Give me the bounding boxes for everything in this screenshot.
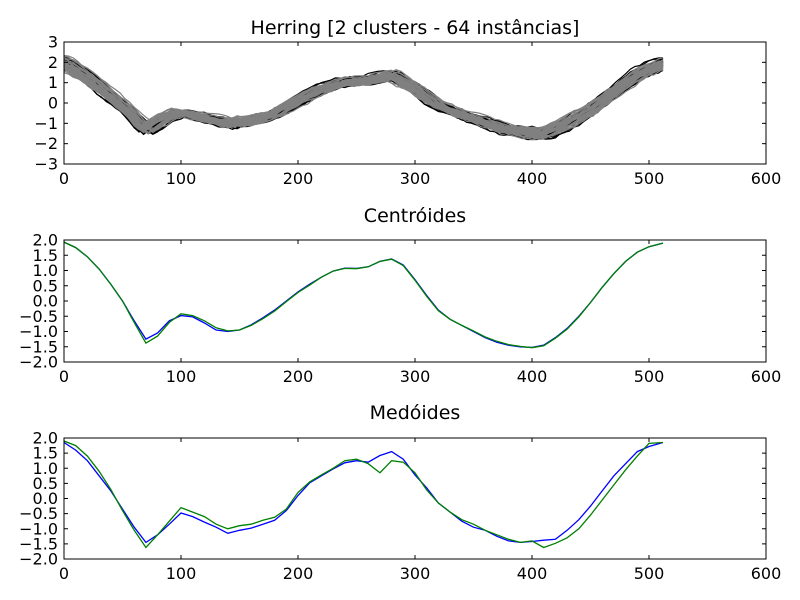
series-line [64,440,664,549]
x-tick-label: 0 [59,367,69,386]
y-tick-label: −1.5 [19,337,58,356]
instance-line [64,63,664,133]
instance-line [64,63,664,137]
x-tick-label: 100 [166,564,197,583]
y-tick-label: 1.5 [33,246,58,265]
y-tick-label: 1.0 [33,261,58,280]
instance-line [64,65,664,135]
chart-title: Medóides [370,402,461,424]
x-tick-label: 0 [59,564,69,583]
x-tick-label: 400 [517,367,548,386]
x-tick-label: 0 [59,169,69,188]
x-tick-label: 500 [634,564,665,583]
y-tick-label: −2 [34,134,58,153]
y-tick-label: 2 [48,53,58,72]
chart-title: Herring [2 clusters - 64 instâncias] [251,17,580,39]
y-tick-label: −0.5 [19,504,58,523]
x-tick-label: 200 [283,564,314,583]
x-tick-label: 200 [283,169,314,188]
y-tick-label: 0.5 [33,474,58,493]
x-tick-label: 300 [400,564,431,583]
x-tick-label: 100 [166,367,197,386]
series-group [64,241,664,349]
y-tick-label: −1.5 [19,534,58,553]
x-tick-label: 600 [751,169,782,188]
chart-title: Centróides [364,205,466,227]
x-tick-label: 400 [517,564,548,583]
x-tick-label: 500 [634,367,665,386]
y-tick-label: 2.0 [33,231,58,250]
y-tick-label: −3 [34,155,58,174]
y-tick-label: 0.0 [33,292,58,311]
x-tick-label: 500 [634,169,665,188]
x-tick-label: 600 [751,564,782,583]
x-tick-label: 300 [400,169,431,188]
x-tick-label: 600 [751,367,782,386]
y-tick-label: −0.5 [19,307,58,326]
instance-line [64,66,664,135]
x-tick-label: 400 [517,169,548,188]
y-tick-label: 1.0 [33,459,58,478]
x-tick-label: 300 [400,367,431,386]
series-line [64,241,664,349]
y-tick-label: 1 [48,73,58,92]
y-tick-label: 1.5 [33,444,58,463]
plot-area: 0 100 200 300 400 500 600 −2.0−1.5−1.0−0.50.00.… [19,429,781,584]
y-tick-label: 0.5 [33,276,58,295]
plot-area: 0 100 200 300 400 500 600 −2.0−1.5−1.0−0.50.00.… [19,231,781,387]
series-group [64,440,664,549]
x-tick-label: 100 [166,169,197,188]
y-tick-label: 2.0 [33,429,58,448]
y-tick-label: −2.0 [19,353,58,372]
panel-centroides: Centróides 0 100 200 300 400 500 600 −2.0−1.5−1… [19,205,781,386]
series-group [64,54,664,141]
y-tick-label: −1.0 [19,519,58,538]
y-tick-label: 3 [48,33,58,52]
y-tick-label: 0 [48,94,58,113]
y-tick-label: 0.0 [33,489,58,508]
y-tick-label: −1 [34,114,58,133]
panel-medoides: Medóides 0 100 200 300 400 500 600 −2.0−1.5−1.0… [19,402,781,583]
x-tick-label: 200 [283,367,314,386]
y-tick-label: −1.0 [19,322,58,341]
y-tick-label: −2.0 [19,550,58,569]
panel-herring: Herring [2 clusters - 64 instâncias] 0 10… [34,17,781,188]
